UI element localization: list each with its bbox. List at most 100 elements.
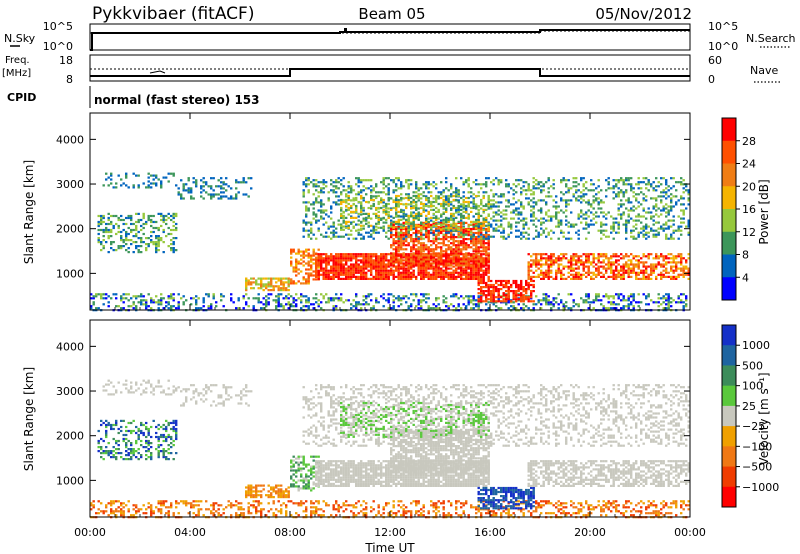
range-gate-cell	[360, 253, 363, 256]
range-gate-cell	[347, 237, 350, 240]
range-gate-cell	[335, 231, 338, 234]
range-gate-cell	[592, 183, 595, 186]
range-gate-cell	[460, 260, 463, 263]
range-gate-cell	[122, 218, 125, 222]
range-gate-cell	[140, 251, 143, 254]
range-gate-cell	[517, 286, 520, 289]
range-gate-cell	[642, 269, 645, 272]
range-gate-cell	[482, 244, 485, 247]
range-gate-cell	[585, 295, 588, 298]
range-gate-cell	[397, 254, 400, 257]
range-gate-cell	[202, 177, 205, 180]
range-gate-cell	[472, 277, 475, 280]
range-gate-cell	[400, 260, 403, 263]
range-gate-cell	[617, 209, 620, 212]
range-gate-cell	[307, 191, 310, 194]
range-gate-cell	[670, 305, 673, 308]
range-gate-cell	[395, 213, 398, 216]
range-gate-cell	[610, 271, 613, 274]
range-gate-cell	[477, 225, 480, 228]
range-gate-cell	[552, 187, 555, 190]
range-gate-cell	[415, 275, 418, 278]
range-gate-cell	[335, 267, 338, 270]
range-gate-cell	[362, 189, 365, 192]
range-gate-cell	[675, 263, 678, 266]
range-gate-cell	[450, 227, 453, 231]
range-gate-cell	[110, 235, 113, 238]
range-gate-cell	[165, 301, 168, 304]
range-gate-cell	[480, 242, 483, 245]
range-gate-cell	[657, 215, 660, 218]
range-gate-cell	[492, 294, 495, 297]
range-gate-cell	[352, 269, 355, 272]
range-gate-cell	[352, 275, 355, 278]
range-gate-cell	[342, 273, 345, 276]
range-gate-cell	[637, 263, 640, 266]
range-gate-cell	[645, 233, 648, 236]
range-gate-cell	[635, 271, 638, 274]
range-gate-cell	[405, 267, 408, 270]
range-gate-cell	[435, 267, 438, 270]
range-gate-cell	[645, 199, 648, 202]
range-gate-cell	[545, 257, 548, 260]
range-gate-cell	[310, 256, 313, 259]
range-gate-cell	[537, 209, 540, 212]
range-gate-cell	[477, 275, 480, 278]
range-gate-cell	[437, 217, 440, 220]
range-gate-cell	[680, 255, 683, 258]
range-gate-cell	[510, 217, 513, 220]
range-gate-cell	[600, 237, 603, 240]
range-gate-cell	[340, 299, 343, 302]
range-gate-cell	[312, 270, 315, 273]
range-gate-cell	[652, 215, 655, 218]
range-gate-cell	[170, 218, 173, 222]
range-gate-cell	[662, 295, 665, 298]
range-gate-cell	[242, 177, 245, 180]
range-gate-cell	[472, 201, 475, 204]
range-gate-cell	[687, 269, 690, 272]
range-gate-cell	[680, 203, 683, 206]
range-gate-cell	[422, 237, 425, 240]
range-gate-cell	[152, 301, 155, 304]
range-gate-cell	[450, 248, 453, 251]
range-gate-cell	[210, 195, 213, 198]
range-gate-cell	[662, 265, 665, 268]
range-gate-cell	[555, 261, 558, 264]
range-gate-cell	[390, 219, 393, 222]
range-gate-cell	[612, 191, 615, 194]
range-gate-cell	[415, 240, 418, 243]
range-gate-cell	[535, 269, 538, 272]
range-gate-cell	[312, 248, 315, 251]
range-gate-cell	[150, 182, 153, 185]
range-gate-cell	[560, 259, 563, 262]
range-gate-cell	[562, 235, 565, 238]
range-gate-cell	[560, 229, 563, 232]
range-gate-cell	[110, 220, 113, 224]
range-gate-cell	[642, 255, 645, 258]
range-gate-cell	[410, 303, 413, 306]
range-gate-cell	[437, 273, 440, 276]
range-gate-cell	[647, 265, 650, 268]
range-gate-cell	[372, 277, 375, 280]
range-gate-cell	[312, 303, 315, 306]
range-gate-cell	[350, 187, 353, 190]
range-gate-cell	[600, 201, 603, 204]
range-gate-cell	[307, 305, 310, 308]
range-gate-cell	[377, 277, 380, 280]
range-gate-cell	[600, 275, 603, 278]
range-gate-cell	[627, 199, 630, 202]
range-gate-cell	[547, 215, 550, 218]
range-gate-cell	[550, 195, 553, 198]
range-gate-cell	[332, 185, 335, 188]
range-gate-cell	[530, 290, 533, 293]
range-gate-cell	[132, 241, 135, 244]
nsky-panel: N.Sky 10^5 10^0 10^5 10^0 N.Search	[4, 20, 796, 53]
range-gate-cell	[442, 295, 445, 298]
range-gate-cell	[480, 183, 483, 186]
range-gate-cell	[400, 273, 403, 276]
range-gate-cell	[505, 279, 508, 283]
range-gate-cell	[190, 187, 193, 190]
range-gate-cell	[465, 231, 468, 235]
range-gate-cell	[475, 248, 478, 251]
range-gate-cell	[607, 257, 610, 260]
